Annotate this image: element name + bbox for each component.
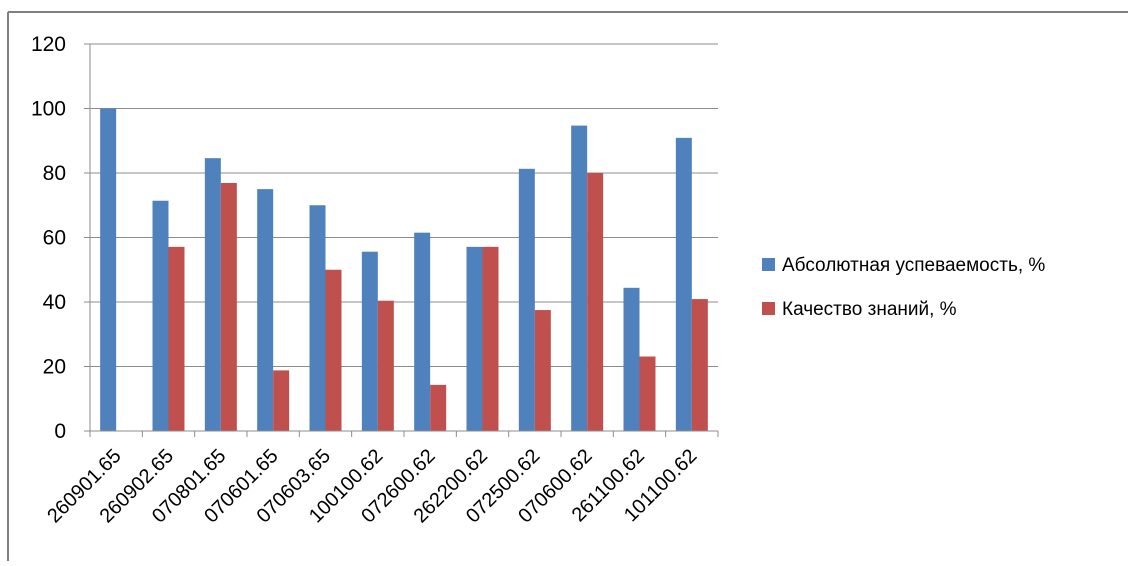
- y-tick-label: 20: [43, 356, 66, 379]
- y-tick-label: 100: [31, 98, 66, 121]
- legend-label: Абсолютная успеваемость, %: [782, 255, 1045, 276]
- bar-knowledge-quality: [430, 384, 447, 431]
- bar-knowledge-quality: [220, 182, 237, 431]
- gridlines: [90, 43, 718, 367]
- y-tick-label: 40: [43, 291, 66, 314]
- bar-absolute-performance: [309, 205, 326, 431]
- y-tick-label: 60: [43, 227, 66, 250]
- bar-knowledge-quality: [534, 310, 551, 431]
- y-axis-ticks: 0 20 40 60 80 100 120: [31, 33, 66, 443]
- legend-swatch: [762, 258, 775, 271]
- y-tick-label: 0: [54, 420, 66, 443]
- bar-knowledge-quality: [325, 269, 342, 431]
- axes: [84, 43, 719, 437]
- bar-knowledge-quality: [168, 246, 185, 431]
- bars: [100, 108, 708, 432]
- bar-knowledge-quality: [691, 299, 708, 431]
- bar-absolute-performance: [675, 137, 692, 431]
- bar-absolute-performance: [204, 158, 221, 432]
- bar-absolute-performance: [361, 251, 378, 431]
- bar-knowledge-quality: [639, 356, 656, 431]
- bar-absolute-performance: [571, 125, 588, 431]
- bar-absolute-performance: [623, 287, 640, 431]
- legend-swatch: [762, 302, 775, 315]
- bar-absolute-performance: [257, 189, 274, 431]
- bar-absolute-performance: [466, 246, 483, 431]
- bar-knowledge-quality: [377, 300, 394, 431]
- y-tick-label: 80: [43, 162, 66, 185]
- bar-absolute-performance: [414, 232, 431, 431]
- bar-absolute-performance: [152, 200, 169, 431]
- bar-knowledge-quality: [587, 173, 604, 431]
- bar-knowledge-quality: [273, 370, 290, 431]
- y-tick-label: 120: [31, 33, 66, 56]
- bar-absolute-performance: [518, 168, 535, 431]
- legend: Абсолютная успеваемость, % Качество знани…: [762, 255, 1045, 320]
- bar-knowledge-quality: [482, 246, 499, 431]
- bar-absolute-performance: [100, 108, 117, 431]
- legend-label: Качество знаний, %: [782, 299, 957, 320]
